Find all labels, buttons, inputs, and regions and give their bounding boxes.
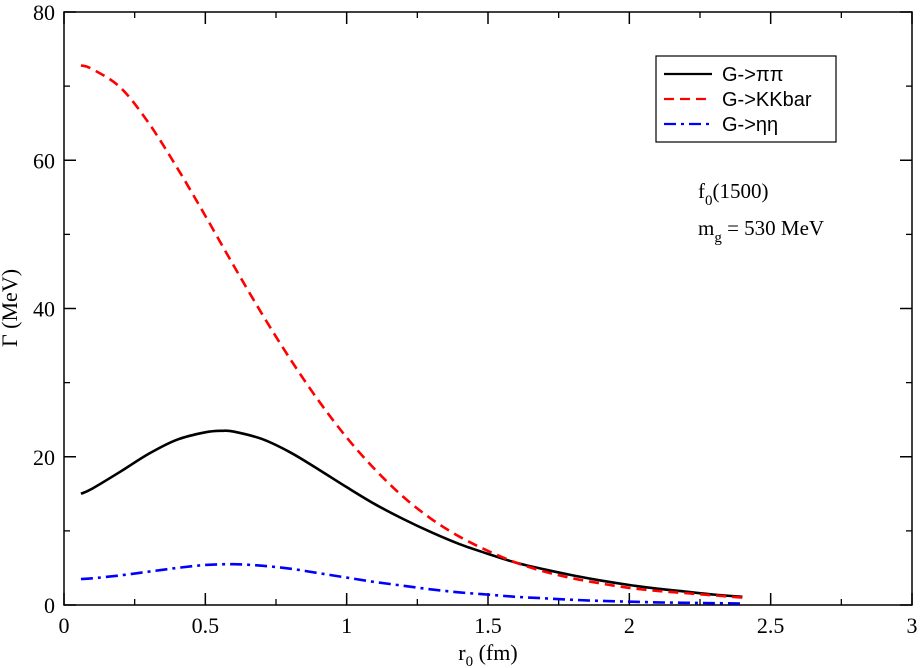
legend-label-pipi: G->ππ [722, 64, 784, 86]
legend: G->ππ G->KKbar G->ηη [655, 55, 837, 143]
x-axis-title-main: r [458, 640, 466, 665]
annotation-mass-sub: g [714, 230, 722, 246]
x-tick-label: 1 [341, 613, 352, 638]
x-tick-label: 0 [59, 613, 70, 638]
series-line-kkbar [80, 64, 743, 599]
axis-ticks [63, 11, 913, 606]
annotation-glueball-mass: mg = 530 MeV [698, 216, 824, 246]
y-tick-label: 0 [44, 593, 55, 618]
y-tick-label: 20 [33, 445, 55, 470]
x-tick-label: 1.5 [474, 613, 502, 638]
x-axis-title: r0 (fm) [458, 640, 517, 668]
y-axis-title: Γ (MeV) [0, 269, 22, 347]
annotation-state-rest: (1500) [713, 179, 769, 203]
x-tick-label: 2.5 [757, 613, 785, 638]
legend-label-etaeta: G->ηη [722, 114, 778, 136]
y-tick-label: 40 [33, 297, 55, 322]
annotation-mass-main: m [698, 216, 714, 240]
annotation-state: f0(1500) [698, 179, 769, 209]
axis-tick-labels: 0 0.5 1 1.5 2 2.5 3 0 20 40 60 80 [33, 0, 918, 638]
y-tick-label: 80 [33, 0, 55, 25]
y-tick-label: 60 [33, 148, 55, 173]
legend-label-kkbar: G->KKbar [722, 89, 812, 111]
x-axis-title-sub: 0 [466, 654, 474, 668]
annotation-mass-rest: = 530 MeV [722, 216, 824, 240]
x-tick-label: 0.5 [192, 613, 220, 638]
series-line-pipi [80, 429, 743, 599]
x-tick-label: 3 [907, 613, 918, 638]
series-group [80, 64, 743, 605]
annotation-state-sub: 0 [705, 193, 713, 209]
x-axis-title-rest: (fm) [473, 640, 518, 665]
annotation-state-main: f [698, 179, 705, 203]
x-tick-label: 2 [624, 613, 635, 638]
series-line-etaeta [80, 562, 743, 605]
